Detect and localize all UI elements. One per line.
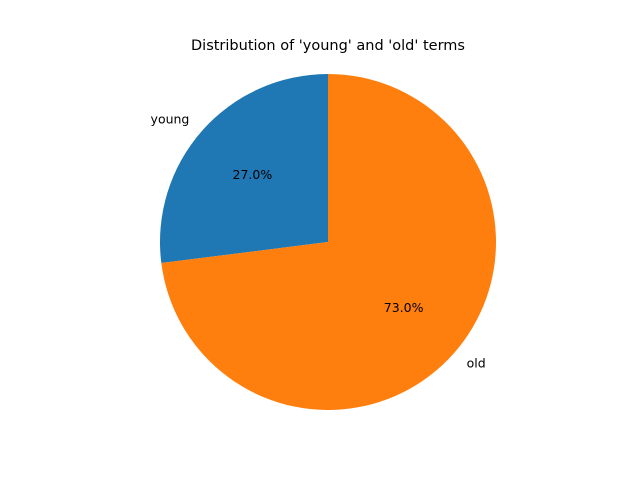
pie-slice-young — [159, 74, 328, 264]
pie-slices — [159, 74, 496, 410]
chart-title: Distribution of 'young' and 'old' terms — [191, 38, 465, 54]
percent-label-young: 27.0% — [233, 167, 273, 182]
percent-label-old: 73.0% — [384, 300, 424, 315]
slice-label-young: young — [151, 111, 190, 126]
pie-labels: young 27.0% old 73.0% — [151, 111, 486, 370]
slice-label-old: old — [467, 356, 486, 371]
pie-slice-old — [161, 74, 496, 410]
